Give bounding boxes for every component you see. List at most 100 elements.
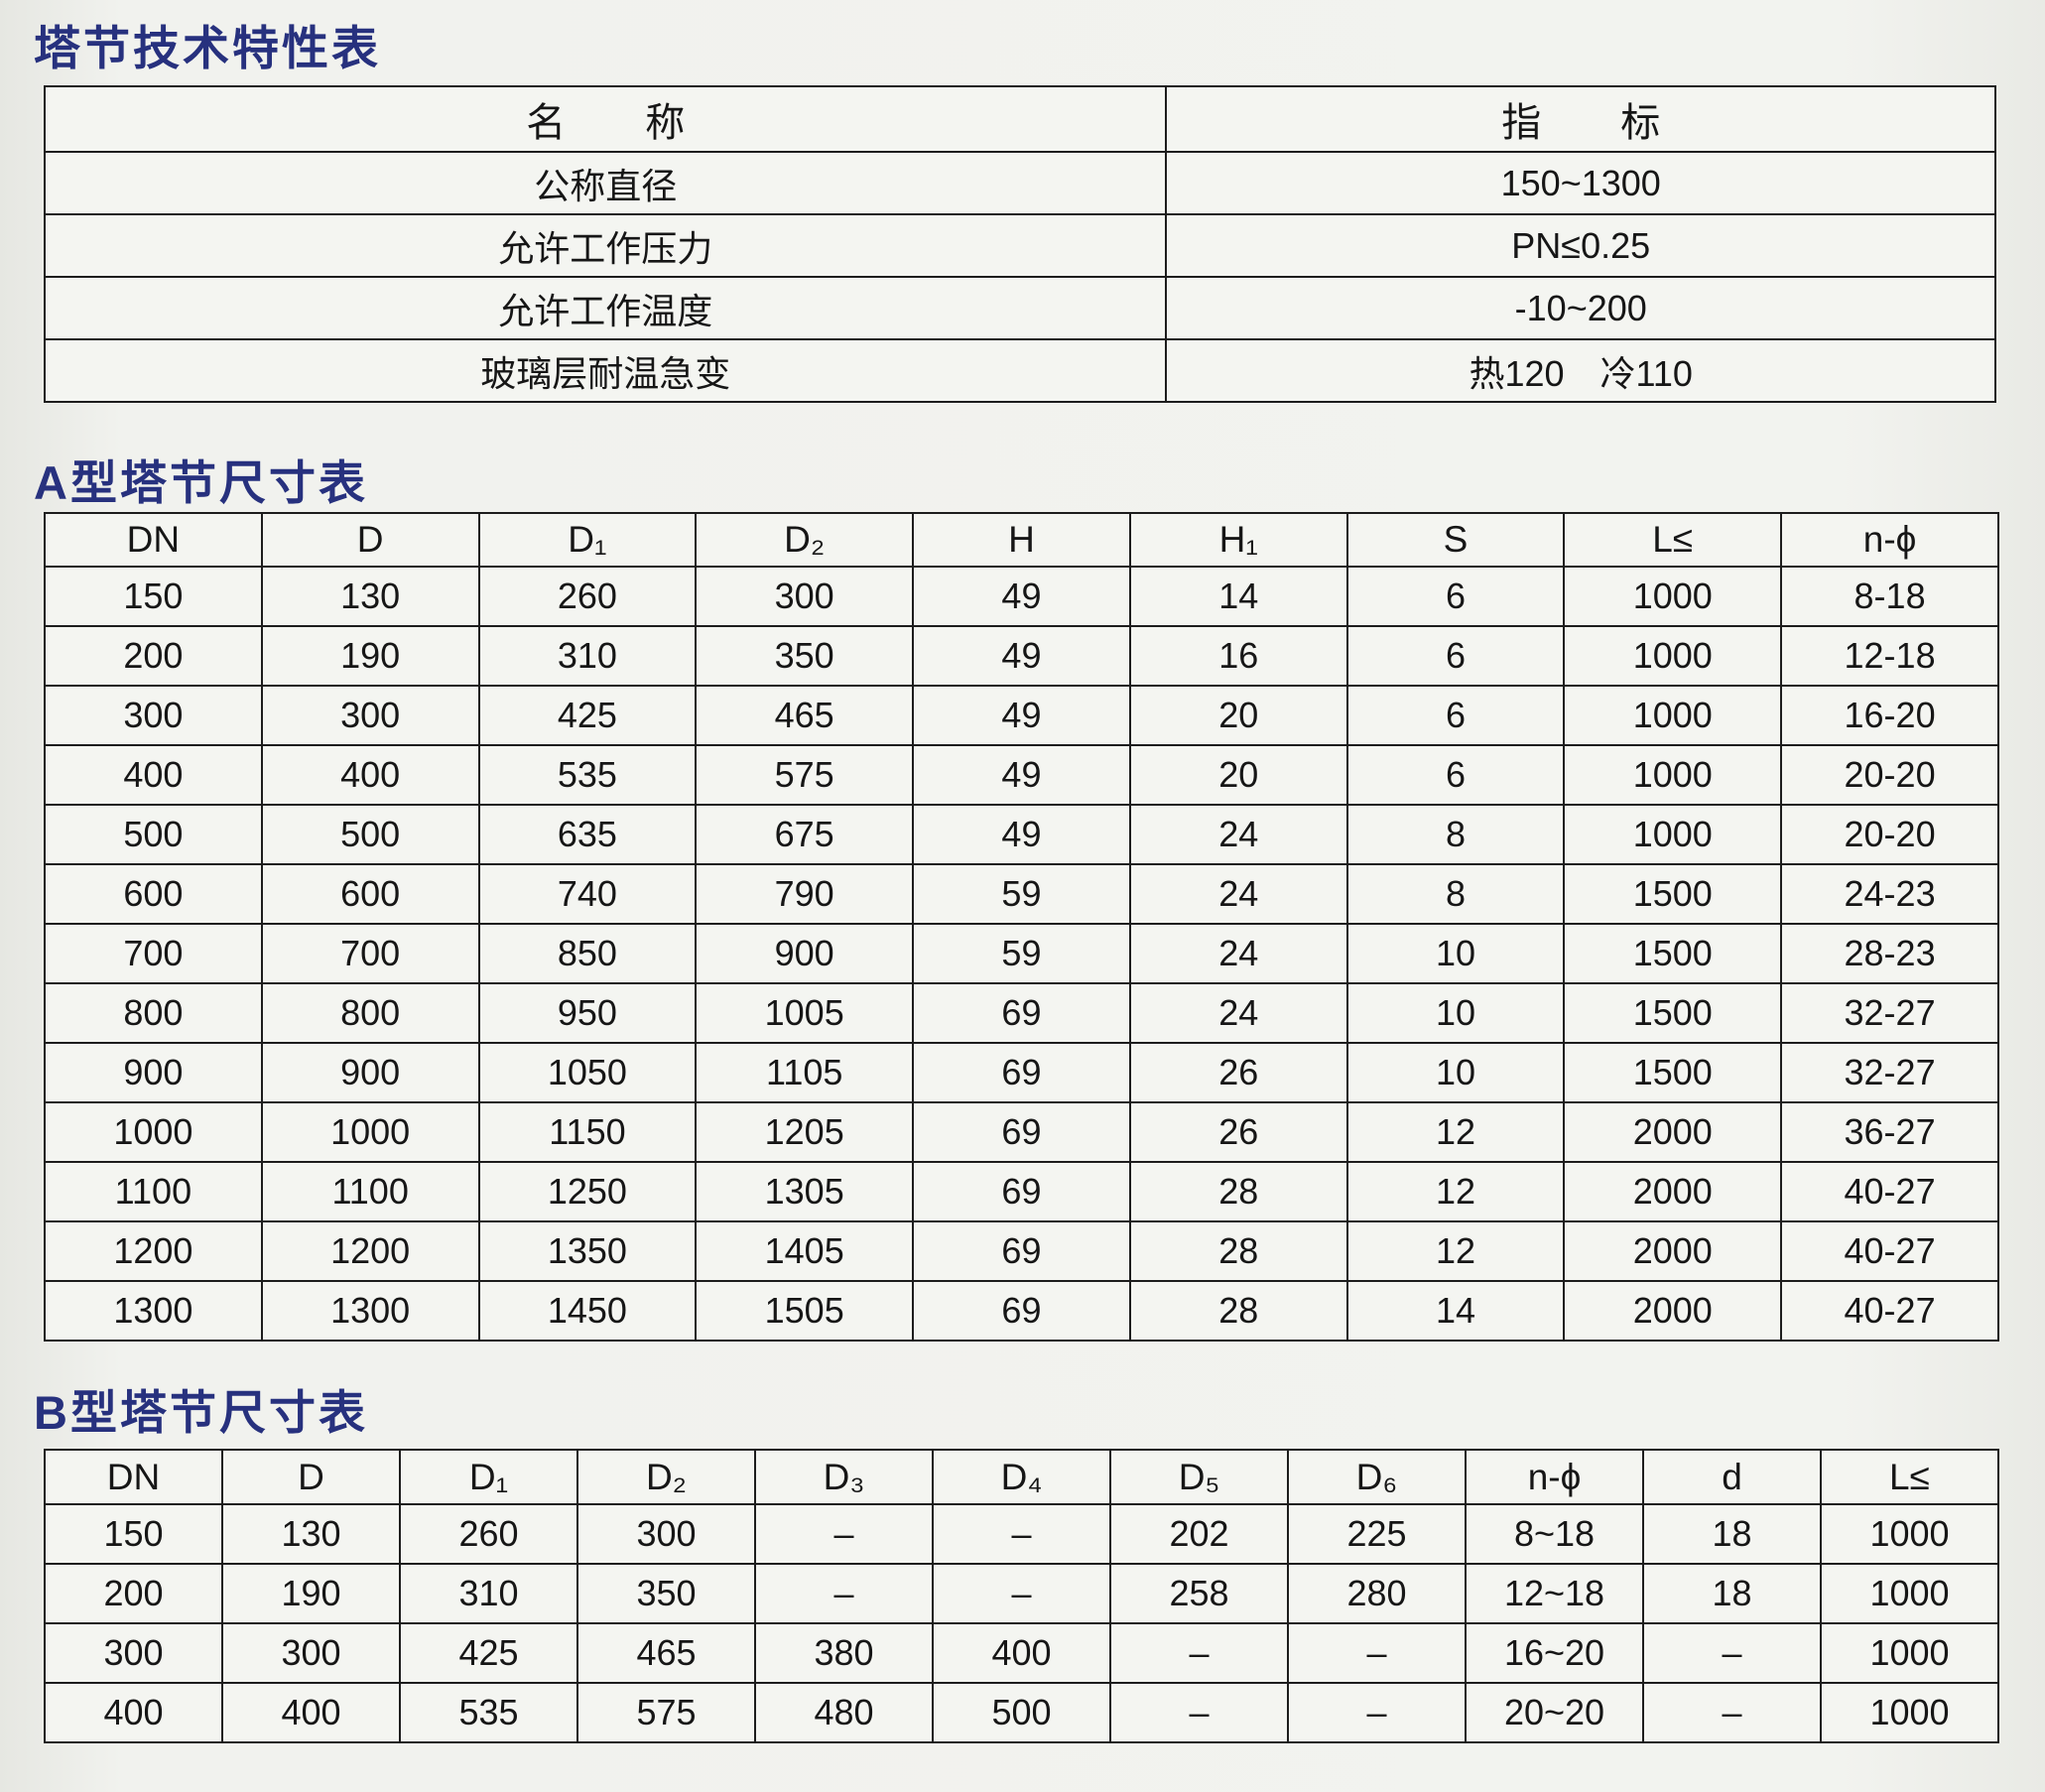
table_b-cell-1-2: 310: [399, 1563, 578, 1624]
table_a-cell-3-4: 49: [912, 744, 1131, 806]
table_b-cell-0-2: 260: [399, 1503, 578, 1565]
table_b-cell-1-7: 280: [1287, 1563, 1467, 1624]
table_a-cell-0-3: 300: [695, 566, 915, 627]
table_b-cell-1-6: 258: [1109, 1563, 1289, 1624]
table_b-header-1: D: [221, 1449, 401, 1505]
table_b-cell-1-10: 1000: [1820, 1563, 1999, 1624]
table_a-cell-6-8: 28-23: [1780, 923, 1999, 984]
table_b-cell-0-7: 225: [1287, 1503, 1467, 1565]
table_a-cell-7-6: 10: [1345, 982, 1566, 1044]
table_a-row-7: 800 800 950 1005 69 24 10 1500 32-27: [44, 982, 1999, 1044]
table_a-cell-1-7: 1000: [1563, 625, 1783, 687]
table_a-cell-1-6: 6: [1345, 625, 1566, 687]
table_b-cell-2-6: –: [1109, 1622, 1289, 1684]
table_a-cell-5-2: 740: [477, 863, 698, 925]
table_a-cell-7-3: 1005: [695, 982, 915, 1044]
table_a-cell-3-2: 535: [477, 744, 698, 806]
table_a-row-2: 300 300 425 465 49 20 6 1000 16-20: [44, 685, 1999, 746]
table_a-cell-6-7: 1500: [1563, 923, 1783, 984]
table_a-cell-7-4: 69: [912, 982, 1131, 1044]
table_a-row-5: 600 600 740 790 59 24 8 1500 24-23: [44, 863, 1999, 925]
table_a-header-2: D₁: [477, 512, 698, 568]
table_a-cell-11-4: 69: [912, 1220, 1131, 1282]
table_b-header-5: D₄: [932, 1449, 1111, 1505]
table_a-cell-5-3: 790: [695, 863, 915, 925]
table_a-cell-5-7: 1500: [1563, 863, 1783, 925]
table_a-header-0: DN: [44, 512, 263, 568]
table_a-cell-2-5: 20: [1128, 685, 1348, 746]
table_a-header-3: D₂: [695, 512, 915, 568]
table_a-cell-0-6: 6: [1345, 566, 1566, 627]
table_a-row-10: 1100 1100 1250 1305 69 28 12 2000 40-27: [44, 1161, 1999, 1222]
table_b-cell-0-0: 150: [44, 1503, 223, 1565]
table_b-cell-2-2: 425: [399, 1622, 578, 1684]
table_b-cell-0-10: 1000: [1820, 1503, 1999, 1565]
table_a-cell-0-8: 8-18: [1780, 566, 1999, 627]
table_a-cell-6-1: 700: [260, 923, 480, 984]
table_a-cell-8-3: 1105: [695, 1042, 915, 1103]
table_b-header-4: D₃: [754, 1449, 934, 1505]
table_a-cell-9-0: 1000: [44, 1101, 263, 1163]
spec_table-row-3: 玻璃层耐温急变 热120 冷110: [43, 338, 1996, 403]
table_b-header-7: D₆: [1287, 1449, 1467, 1505]
table-a-header-row: DN D D₁ D₂ H H₁ S L≤ n-ϕ: [44, 512, 1999, 568]
table_b-cell-2-4: 380: [754, 1622, 934, 1684]
table_b-header-9: d: [1642, 1449, 1822, 1505]
table_a-cell-12-6: 14: [1345, 1280, 1566, 1342]
table_a-cell-4-4: 49: [912, 804, 1131, 865]
table_b-cell-0-5: –: [932, 1503, 1111, 1565]
table_a-cell-8-5: 26: [1128, 1042, 1348, 1103]
table_a-cell-8-8: 32-27: [1780, 1042, 1999, 1103]
table_a-cell-3-0: 400: [44, 744, 263, 806]
table_a-cell-4-7: 1000: [1563, 804, 1783, 865]
table_a-cell-8-1: 900: [260, 1042, 480, 1103]
table_a-cell-5-8: 24-23: [1780, 863, 1999, 925]
table_b-cell-1-3: 350: [576, 1563, 756, 1624]
table_a-header-4: H: [912, 512, 1131, 568]
table_b-row-2: 300 300 425 465 380 400– –16~20–1000: [44, 1622, 1999, 1684]
table_a-header-7: L≤: [1563, 512, 1783, 568]
table_b-cell-3-4: 480: [754, 1682, 934, 1743]
table_a-cell-10-2: 1250: [477, 1161, 698, 1222]
table_b-cell-3-2: 535: [399, 1682, 578, 1743]
table_b-cell-2-1: 300: [221, 1622, 401, 1684]
table_a-cell-11-5: 28: [1128, 1220, 1348, 1282]
table_a-cell-6-5: 24: [1128, 923, 1348, 984]
table_b-cell-3-8: 20~20: [1465, 1682, 1644, 1743]
table_a-cell-7-8: 32-27: [1780, 982, 1999, 1044]
table_a-cell-12-3: 1505: [695, 1280, 915, 1342]
spec-table-body: 公称直径 150~1300 允许工作压力 PN≤0.25 允许工作温度 -10~200 玻璃…: [43, 151, 1996, 403]
table_b-header-3: D₂: [576, 1449, 756, 1505]
table_a-cell-5-1: 600: [260, 863, 480, 925]
table_a-cell-7-5: 24: [1128, 982, 1348, 1044]
spec-table: 名 称指 标 公称直径 150~1300 允许工作压力 PN≤0.25 允许工作温度 -1…: [43, 85, 1996, 403]
table-a-body: 150 130 260 300 49 14 6 1000 8-18 200 190 310 350 49 1…: [44, 566, 1999, 1342]
table_a-cell-0-5: 14: [1128, 566, 1348, 627]
table_b-header-8: n-ϕ: [1465, 1449, 1644, 1505]
table_a-row-4: 500 500 635 675 49 24 8 1000 20-20: [44, 804, 1999, 865]
table_b-cell-0-1: 130: [221, 1503, 401, 1565]
table_a-cell-2-2: 425: [477, 685, 698, 746]
table_a-row-6: 700 700 850 900 59 24 10 1500 28-23: [44, 923, 1999, 984]
spec_table-cell-0-0: 公称直径: [43, 151, 1168, 215]
table_b-cell-2-7: –: [1287, 1622, 1467, 1684]
table_a-cell-8-2: 1050: [477, 1042, 698, 1103]
table_a-cell-11-2: 1350: [477, 1220, 698, 1282]
table_a-cell-12-7: 2000: [1563, 1280, 1783, 1342]
table_a-cell-2-7: 1000: [1563, 685, 1783, 746]
table_b-cell-1-0: 200: [44, 1563, 223, 1624]
table_b-cell-3-5: 500: [932, 1682, 1111, 1743]
spec_table-row-2: 允许工作温度 -10~200: [43, 276, 1996, 340]
spec_table-cell-2-0: 允许工作温度: [43, 276, 1168, 340]
table_b-cell-0-6: 202: [1109, 1503, 1289, 1565]
spec_table-cell-1-1: PN≤0.25: [1165, 213, 1996, 278]
table_a-header-5: H₁: [1128, 512, 1348, 568]
table_a-cell-11-1: 1200: [260, 1220, 480, 1282]
table_a-cell-3-5: 20: [1128, 744, 1348, 806]
table_a-cell-10-3: 1305: [695, 1161, 915, 1222]
table_a-cell-10-6: 12: [1345, 1161, 1566, 1222]
table_a-row-3: 400 400 535 575 49 20 6 1000 20-20: [44, 744, 1999, 806]
table_a-cell-2-8: 16-20: [1780, 685, 1999, 746]
table_a-cell-1-5: 16: [1128, 625, 1348, 687]
table-b-header-row: DN D D₁ D₂ D₃ D₄ D₅ D₆ n-ϕ d L≤: [44, 1449, 1999, 1505]
